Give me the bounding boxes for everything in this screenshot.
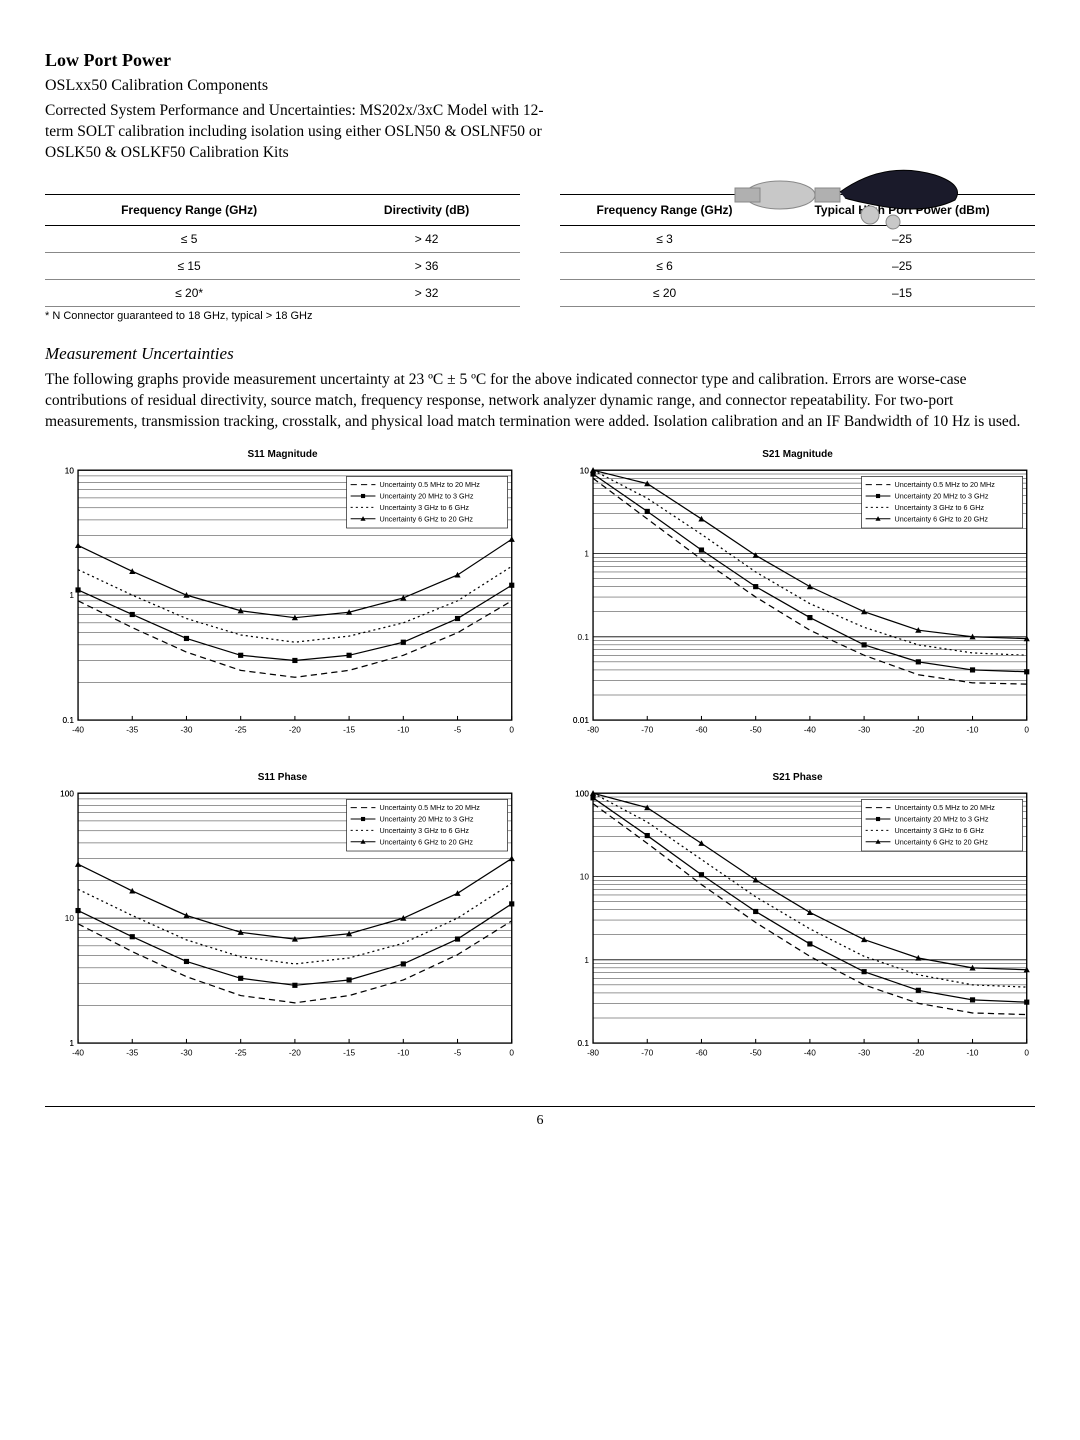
svg-text:-30: -30 [858,1049,870,1058]
svg-text:10: 10 [65,466,75,475]
svg-text:Uncertainty 3 GHz to 6 GHz: Uncertainty 3 GHz to 6 GHz [380,826,470,835]
svg-text:-25: -25 [235,1049,247,1058]
table-row: ≤ 6–25 [560,252,1035,279]
svg-text:-30: -30 [181,725,193,734]
svg-text:Uncertainty 3 GHz to 6 GHz: Uncertainty 3 GHz to 6 GHz [895,826,985,835]
svg-text:-35: -35 [126,725,138,734]
svg-text:0: 0 [509,1049,514,1058]
uncertainties-body: The following graphs provide measurement… [45,370,1035,433]
chart-s11-phase: S11 Phase -40-35-30-25-20-15-10-50110100… [45,772,520,1066]
svg-text:100: 100 [575,790,589,799]
table-cell: ≤ 5 [45,225,333,252]
table-row: ≤ 5> 42 [45,225,520,252]
subtitle: OSLxx50 Calibration Components [45,77,1035,95]
table-footnote: * N Connector guaranteed to 18 GHz, typi… [45,310,1035,322]
svg-text:-50: -50 [750,1049,762,1058]
svg-text:-15: -15 [343,1049,355,1058]
svg-text:-25: -25 [235,725,247,734]
table-header: Frequency Range (GHz) [45,194,333,225]
svg-text:-20: -20 [912,725,924,734]
page-number: 6 [45,1106,1035,1129]
svg-text:0.1: 0.1 [577,1040,589,1049]
table-row: ≤ 20–15 [560,279,1035,306]
svg-text:-40: -40 [72,1049,84,1058]
svg-text:Uncertainty 6 GHz to 20 GHz: Uncertainty 6 GHz to 20 GHz [895,514,989,523]
svg-text:-80: -80 [587,725,599,734]
svg-text:-60: -60 [696,725,708,734]
svg-text:-60: -60 [696,1049,708,1058]
svg-text:0.01: 0.01 [573,716,589,725]
svg-text:100: 100 [60,790,74,799]
svg-text:-70: -70 [641,1049,653,1058]
svg-text:-30: -30 [858,725,870,734]
svg-text:Uncertainty 20 MHz to 3 GHz: Uncertainty 20 MHz to 3 GHz [380,815,474,824]
svg-text:Uncertainty 3 GHz to 6 GHz: Uncertainty 3 GHz to 6 GHz [380,502,470,511]
uncertainties-heading: Measurement Uncertainties [45,344,1035,364]
svg-text:Uncertainty 3 GHz to 6 GHz: Uncertainty 3 GHz to 6 GHz [895,502,985,511]
table-cell: > 36 [333,252,520,279]
svg-text:-70: -70 [641,725,653,734]
svg-text:Uncertainty 20 MHz to 3 GHz: Uncertainty 20 MHz to 3 GHz [895,491,989,500]
table-cell: > 42 [333,225,520,252]
svg-text:10: 10 [580,466,590,475]
table-cell: > 32 [333,279,520,306]
svg-text:-40: -40 [804,725,816,734]
svg-text:-10: -10 [397,1049,409,1058]
svg-text:0: 0 [1024,725,1029,734]
svg-text:Uncertainty 6 GHz to 20 GHz: Uncertainty 6 GHz to 20 GHz [380,514,474,523]
svg-text:-40: -40 [72,725,84,734]
chart-s11-magnitude: S11 Magnitude -40-35-30-25-20-15-10-500.… [45,449,520,743]
svg-text:-20: -20 [289,1049,301,1058]
svg-text:0: 0 [509,725,514,734]
svg-text:0.1: 0.1 [577,632,589,641]
svg-text:-5: -5 [454,725,462,734]
page-title: Low Port Power [45,50,1035,71]
svg-text:1: 1 [69,1040,74,1049]
svg-text:10: 10 [65,915,75,924]
page: Low Port Power OSLxx50 Calibration Compo… [45,50,1035,1129]
svg-text:Uncertainty 0.5 MHz to 20 MHz: Uncertainty 0.5 MHz to 20 MHz [895,480,996,489]
svg-text:Uncertainty 20 MHz to 3 GHz: Uncertainty 20 MHz to 3 GHz [380,491,474,500]
svg-text:1: 1 [584,549,589,558]
svg-text:1: 1 [69,591,74,600]
svg-text:-80: -80 [587,1049,599,1058]
product-image [675,140,975,240]
svg-text:Uncertainty 0.5 MHz to 20 MHz: Uncertainty 0.5 MHz to 20 MHz [380,480,481,489]
svg-text:Uncertainty 0.5 MHz to 20 MHz: Uncertainty 0.5 MHz to 20 MHz [380,804,481,813]
svg-text:0.1: 0.1 [62,716,74,725]
directivity-table: Frequency Range (GHz)Directivity (dB)≤ 5… [45,194,520,307]
table-cell: ≤ 20 [560,279,769,306]
svg-text:Uncertainty 6 GHz to 20 GHz: Uncertainty 6 GHz to 20 GHz [380,838,474,847]
svg-text:-10: -10 [967,1049,979,1058]
svg-text:-35: -35 [126,1049,138,1058]
table-cell: ≤ 15 [45,252,333,279]
svg-text:Uncertainty 6 GHz to 20 GHz: Uncertainty 6 GHz to 20 GHz [895,838,989,847]
svg-text:10: 10 [580,873,590,882]
table-header: Directivity (dB) [333,194,520,225]
table-row: ≤ 15> 36 [45,252,520,279]
svg-text:-10: -10 [967,725,979,734]
svg-text:-10: -10 [397,725,409,734]
table-cell: ≤ 20* [45,279,333,306]
table-cell: –15 [769,279,1035,306]
svg-text:Uncertainty 0.5 MHz to 20 MHz: Uncertainty 0.5 MHz to 20 MHz [895,804,996,813]
table-cell: ≤ 6 [560,252,769,279]
description: Corrected System Performance and Uncerta… [45,101,570,164]
svg-text:-20: -20 [289,725,301,734]
table-cell: –25 [769,252,1035,279]
svg-text:0: 0 [1024,1049,1029,1058]
table-row: ≤ 20*> 32 [45,279,520,306]
svg-text:-40: -40 [804,1049,816,1058]
chart-s21-phase: S21 Phase -80-70-60-50-40-30-20-1000.111… [560,772,1035,1066]
svg-text:-5: -5 [454,1049,462,1058]
svg-text:Uncertainty 20 MHz to 3 GHz: Uncertainty 20 MHz to 3 GHz [895,815,989,824]
svg-text:-30: -30 [181,1049,193,1058]
svg-text:-50: -50 [750,725,762,734]
svg-text:-20: -20 [912,1049,924,1058]
charts-grid: S11 Magnitude -40-35-30-25-20-15-10-500.… [45,449,1035,1067]
chart-s21-magnitude: S21 Magnitude -80-70-60-50-40-30-20-1000… [560,449,1035,743]
svg-text:-15: -15 [343,725,355,734]
svg-text:1: 1 [584,956,589,965]
